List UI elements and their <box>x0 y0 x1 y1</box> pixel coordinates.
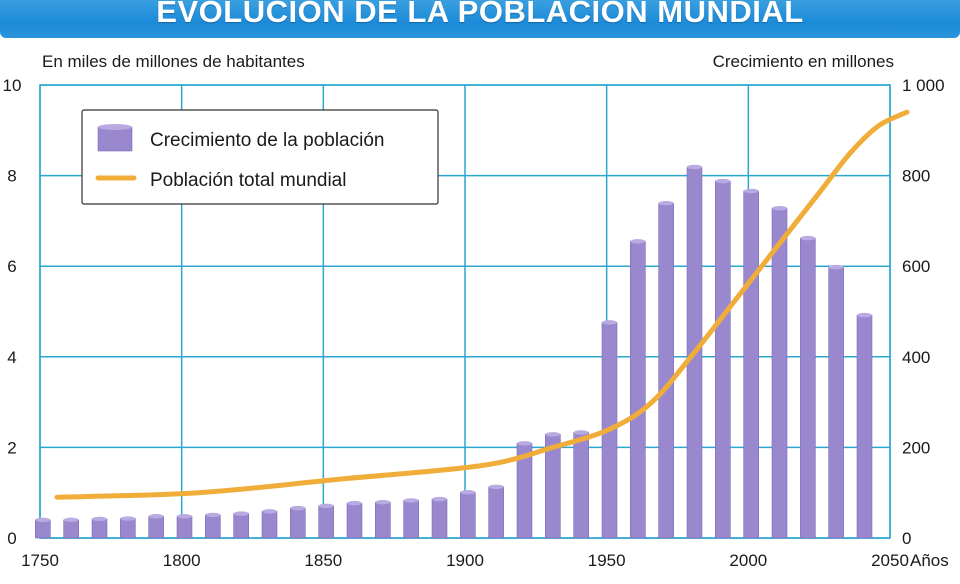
x-tick-label: 1750 <box>21 551 59 570</box>
population-growth-bar <box>403 500 419 539</box>
left-tick-label: 8 <box>7 167 16 186</box>
population-growth-bar <box>63 519 79 539</box>
population-growth-bar-top <box>460 490 476 495</box>
legend-bar-swatch-top <box>98 124 132 130</box>
right-tick-label: 0 <box>902 529 911 548</box>
population-growth-bar <box>91 518 108 539</box>
population-growth-bar <box>743 190 759 539</box>
population-growth-bar-top <box>658 201 674 206</box>
population-growth-bar-top <box>545 432 561 437</box>
population-growth-bar <box>120 518 136 539</box>
population-growth-bar-top <box>403 498 419 503</box>
population-growth-bar-top <box>828 264 844 270</box>
population-growth-bar-top <box>63 517 79 523</box>
right-tick-label: 1 000 <box>902 76 945 95</box>
population-growth-bar <box>488 486 504 539</box>
population-growth-bar <box>35 519 51 539</box>
population-growth-bar <box>346 502 363 539</box>
population-growth-bar-top <box>120 516 136 521</box>
population-growth-bar-top <box>602 320 617 325</box>
population-growth-bar <box>375 501 391 539</box>
population-growth-bar <box>205 514 221 539</box>
population-growth-bar-top <box>205 512 221 518</box>
x-unit-label: Años <box>910 551 949 570</box>
population-growth-bar-top <box>233 511 249 516</box>
x-tick-label: 1800 <box>163 551 201 570</box>
legend-label-growth: Crecimiento de la población <box>150 130 384 151</box>
population-growth-bar-top <box>857 312 872 318</box>
right-tick-label: 800 <box>902 167 930 186</box>
left-tick-label: 0 <box>7 529 16 548</box>
population-growth-bar-top <box>148 514 164 519</box>
population-growth-bar <box>318 505 334 539</box>
legend-box <box>81 109 439 205</box>
population-growth-bar <box>828 266 844 539</box>
right-tick-label: 600 <box>902 257 930 276</box>
right-tick-label: 200 <box>902 438 930 457</box>
left-tick-label: 10 <box>3 76 22 95</box>
population-growth-bar-top <box>800 235 816 241</box>
population-growth-bar-top <box>177 514 192 519</box>
left-tick-label: 6 <box>7 257 16 276</box>
x-tick-label: 2000 <box>729 551 767 570</box>
population-growth-bar <box>148 515 164 539</box>
title-banner: EVOLUCIÓN DE LA POBLACIÓN MUNDIAL <box>0 0 960 38</box>
population-growth-bar <box>290 507 306 539</box>
x-tick-label: 2050 <box>871 551 909 570</box>
population-growth-bar-top <box>375 500 391 505</box>
right-tick-label: 400 <box>902 348 930 367</box>
population-growth-bar-top <box>715 178 731 184</box>
population-growth-bar-top <box>262 509 277 514</box>
population-growth-bar-top <box>772 206 787 211</box>
population-growth-bar <box>715 180 731 539</box>
population-growth-bar-top <box>318 503 334 509</box>
right-axis-title: Crecimiento en millones <box>712 52 894 71</box>
population-growth-bar <box>460 491 476 539</box>
population-growth-bar <box>658 202 674 539</box>
population-growth-bar <box>431 498 448 539</box>
x-tick-label: 1950 <box>588 551 626 570</box>
population-growth-bar <box>771 207 788 539</box>
population-growth-bar-top <box>92 516 107 522</box>
legend-bar-swatch <box>97 126 133 152</box>
population-growth-bar <box>856 314 873 539</box>
left-tick-label: 4 <box>7 348 16 367</box>
left-axis-title: En miles de millones de habitantes <box>42 52 305 71</box>
chart-title: EVOLUCIÓN DE LA POBLACIÓN MUNDIAL <box>156 0 804 29</box>
left-tick-label: 2 <box>7 438 16 457</box>
total-population-line <box>54 109 910 500</box>
population-growth-bar-top <box>347 500 362 506</box>
population-growth-bar <box>261 510 278 539</box>
legend-label-total: Población total mundial <box>150 170 346 191</box>
population-growth-bar <box>800 237 816 539</box>
population-growth-bar <box>176 515 193 539</box>
x-tick-label: 1900 <box>446 551 484 570</box>
population-growth-bar <box>630 240 646 539</box>
population-growth-bar-top <box>290 505 306 511</box>
population-growth-bar-top <box>517 441 532 446</box>
population-growth-bar <box>233 513 249 539</box>
population-growth-bar-top <box>687 164 702 170</box>
population-growth-bar-top <box>488 484 504 490</box>
population-growth-bar <box>573 432 589 539</box>
population-growth-bar-top <box>743 188 759 194</box>
population-growth-bar-top <box>35 517 51 523</box>
population-growth-bar-top <box>573 430 589 435</box>
population-growth-bar-top <box>432 496 447 502</box>
x-tick-label: 1850 <box>304 551 342 570</box>
population-growth-bar-top <box>630 239 646 244</box>
